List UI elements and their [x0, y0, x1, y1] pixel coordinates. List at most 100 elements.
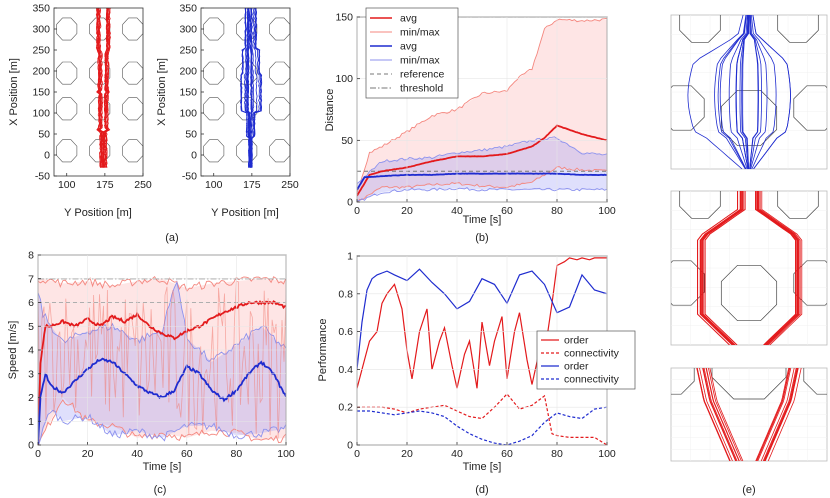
trajectory-blue	[251, 8, 263, 168]
trajectory-red	[755, 191, 797, 345]
x-tick-label: 100	[277, 448, 295, 460]
x-tick-label: 20	[401, 448, 413, 460]
x-tick-label: 20	[401, 205, 413, 217]
y-tick-label: 100	[335, 73, 353, 85]
obstacle	[236, 139, 258, 163]
red-connectivity-line	[357, 393, 607, 445]
y-tick-label: 8	[28, 250, 34, 262]
blue-avg-line	[357, 172, 607, 191]
red-minmax-line	[38, 275, 286, 293]
y-tick-label: 200	[179, 66, 197, 78]
x-tick-label: 100	[598, 205, 616, 217]
y-tick-label: 300	[179, 24, 197, 36]
x-tick-label: 80	[551, 448, 563, 460]
trajectory-blue	[739, 15, 749, 169]
frame-content	[671, 191, 827, 345]
trajectory-red	[697, 191, 738, 345]
panel-e: (e)	[670, 14, 828, 496]
trajectory-blue	[728, 15, 748, 169]
trajectory-blue	[687, 15, 744, 169]
trajectory-red	[96, 8, 103, 168]
y-tick-label: 4	[28, 345, 34, 357]
legend-d-label: connectivity	[564, 348, 620, 360]
trajectory-red	[763, 368, 798, 461]
obstacle	[679, 15, 721, 43]
y-tick-label: 100	[179, 108, 197, 120]
trajectory-red	[696, 368, 731, 461]
trajectory-blue	[742, 15, 750, 169]
trajectory-red	[98, 8, 104, 168]
x-tick-label: 175	[243, 179, 261, 191]
y-tick-label: 50	[185, 129, 197, 141]
trajectory-blue	[735, 15, 749, 169]
obstacle	[56, 97, 78, 121]
blue-avg-line	[38, 357, 286, 445]
trajectory-red	[702, 368, 737, 461]
x-tick-label: 40	[131, 448, 143, 460]
legend-d-label: order	[564, 335, 589, 347]
panel-e-middle	[670, 190, 828, 346]
legend-d-label: connectivity	[564, 374, 620, 386]
blue-minmax-line	[357, 136, 607, 185]
trajectory-red	[701, 191, 743, 345]
trajectory-red	[700, 191, 741, 345]
obstacle	[793, 260, 827, 306]
red-minmax-line	[38, 399, 286, 444]
trajectory-red	[762, 368, 797, 461]
obstacle	[671, 368, 695, 395]
trajectory-red	[103, 8, 110, 168]
obstacle	[777, 191, 819, 219]
trajectory-blue	[750, 15, 768, 169]
legend-b-label: min/max	[400, 55, 440, 67]
caption-c: (c)	[154, 484, 167, 496]
y-tick-label: 350	[179, 3, 197, 15]
y-tick-label: 250	[179, 45, 197, 57]
y-tick-label: 150	[32, 87, 50, 99]
y-tick-label: 150	[335, 12, 353, 24]
blue-minmax-line	[38, 281, 286, 363]
panel-a: 100 175 250 -50 0 50 100 150 200 250 300 350 Y Posi…	[8, 3, 299, 245]
y-tick-label: 100	[32, 108, 50, 120]
legend-b-box	[365, 7, 459, 99]
legend-b-label: reference	[400, 69, 445, 81]
obstacle	[56, 139, 78, 163]
x-tick-label: 60	[501, 205, 513, 217]
y-tick-label: 0	[191, 150, 197, 162]
legend-b: avg min/max avg min/max reference threshold	[365, 7, 459, 99]
x-tick-label: 80	[551, 205, 563, 217]
obstacle	[720, 89, 778, 147]
trajectory-red	[761, 191, 803, 345]
y-tick-label: 50	[38, 129, 50, 141]
plot-a-red: 100 175 250 -50 0 50 100 150 200 250 300 350 Y Posi…	[8, 3, 152, 220]
y-tick-label: 0.8	[338, 288, 353, 300]
x-tick-label: 40	[451, 448, 463, 460]
ylabel-b: Distance	[324, 89, 336, 132]
blue-minmax-line	[357, 187, 607, 202]
trajectory-blue	[751, 15, 777, 169]
x-tick-label: 250	[281, 179, 299, 191]
trajectory-red	[767, 368, 802, 461]
obstacle	[711, 368, 787, 400]
x-tick-label: 0	[35, 448, 41, 460]
trajectory-red	[709, 368, 744, 461]
y-tick-label: 5	[28, 321, 34, 333]
frame-content	[671, 368, 827, 461]
trajectory-red	[708, 368, 742, 461]
x-tick-label: 40	[451, 205, 463, 217]
red-avg-line	[357, 124, 607, 197]
xlabel-b: Time [s]	[463, 214, 502, 226]
y-tick-label: 50	[341, 135, 353, 147]
legend-b-label: avg	[400, 41, 417, 53]
obstacle	[269, 17, 291, 41]
obstacle	[203, 139, 225, 163]
blue-minmax-band	[357, 137, 607, 202]
trajectory-blue	[243, 8, 251, 168]
blue-minmax-line	[38, 409, 286, 445]
y-tick-label: 300	[32, 24, 50, 36]
trajectory-red	[755, 368, 790, 461]
plot-area-b	[357, 17, 607, 202]
red-minmax-line	[357, 166, 607, 202]
y-tick-label: 150	[179, 87, 197, 99]
